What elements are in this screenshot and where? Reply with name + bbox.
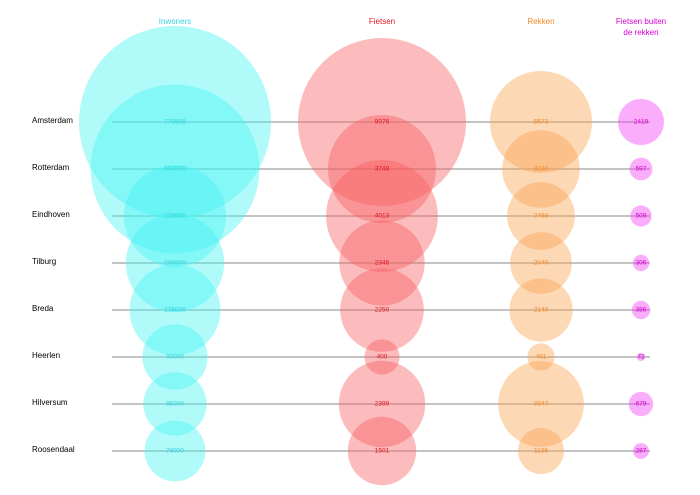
bubble: [632, 254, 650, 272]
data-label: 90000: [166, 354, 184, 361]
bubble: [637, 353, 645, 361]
bubble: [338, 360, 426, 448]
data-label: 400: [377, 354, 388, 361]
bubble: [498, 361, 584, 447]
bubble: [510, 232, 572, 294]
row-label: Breda: [32, 304, 54, 313]
data-label: 2419: [634, 119, 649, 126]
series-title: Inwoners: [159, 17, 191, 26]
bubble: [509, 278, 573, 342]
bubble: [364, 339, 400, 375]
data-label: 2140: [534, 307, 549, 314]
bubble: [129, 264, 221, 356]
data-label: 386: [636, 307, 647, 314]
data-label: 72: [637, 354, 645, 361]
bubble: [339, 220, 425, 306]
data-label: 3947: [534, 401, 549, 408]
bubble: [298, 38, 466, 206]
bubble: [631, 300, 651, 320]
data-label: 679: [636, 401, 647, 408]
data-label: 287: [636, 448, 647, 455]
data-label: 2468: [534, 213, 549, 220]
bubble: [144, 420, 206, 482]
row-label: Roosendaal: [32, 445, 75, 454]
data-label: 2040: [534, 260, 549, 267]
data-label: 2250: [375, 307, 390, 314]
bubble: [618, 99, 664, 145]
bubble: [79, 26, 271, 218]
data-label: 306: [636, 260, 647, 267]
series-title: Rekken: [527, 17, 554, 26]
data-label: 220000: [164, 213, 186, 220]
data-label: 85000: [166, 401, 184, 408]
bubble: [142, 324, 208, 390]
bubble: [633, 443, 649, 459]
bubble: [90, 84, 260, 254]
data-label: 1136: [534, 448, 548, 455]
data-label: 2399: [375, 401, 390, 408]
row-label: Heerlen: [32, 351, 60, 360]
bubble: [518, 428, 564, 474]
bubble: [527, 343, 555, 371]
data-label: 78000: [166, 448, 184, 455]
data-label: 1501: [375, 448, 390, 455]
bubble: [629, 157, 653, 181]
data-label: 401: [536, 354, 547, 361]
row-label: Tilburg: [32, 257, 56, 266]
bubble: [124, 165, 226, 267]
data-label: 205000: [164, 260, 186, 267]
bubble: [507, 182, 575, 250]
bubble: [340, 268, 424, 352]
data-label: 3748: [375, 166, 390, 173]
bubble: [125, 213, 225, 313]
bubble: [502, 130, 580, 208]
data-label: 5573: [534, 119, 549, 126]
row-label: Eindhoven: [32, 210, 70, 219]
series-title: Fietsen buiten: [616, 17, 666, 26]
row-label: Hilversum: [32, 398, 68, 407]
bubble: [490, 71, 592, 173]
bubble: [347, 416, 417, 486]
bubble: [630, 205, 652, 227]
data-label: 597: [636, 166, 647, 173]
series-title: de rekken: [623, 28, 658, 37]
data-label: 2346: [375, 260, 390, 267]
data-label: 603000: [164, 166, 186, 173]
bubble: [628, 391, 654, 417]
data-label: 509: [636, 213, 647, 220]
bubble: [143, 372, 207, 436]
bubble: [328, 115, 436, 223]
data-label: 3230: [534, 166, 549, 173]
data-label: 4013: [375, 213, 390, 220]
bubble: [326, 160, 438, 272]
data-label: 9076: [375, 119, 390, 126]
row-label: Rotterdam: [32, 163, 70, 172]
data-label: 779808: [164, 119, 186, 126]
data-label: 175000: [164, 307, 186, 314]
row-label: Amsterdam: [32, 116, 73, 125]
series-title: Fietsen: [369, 17, 395, 26]
